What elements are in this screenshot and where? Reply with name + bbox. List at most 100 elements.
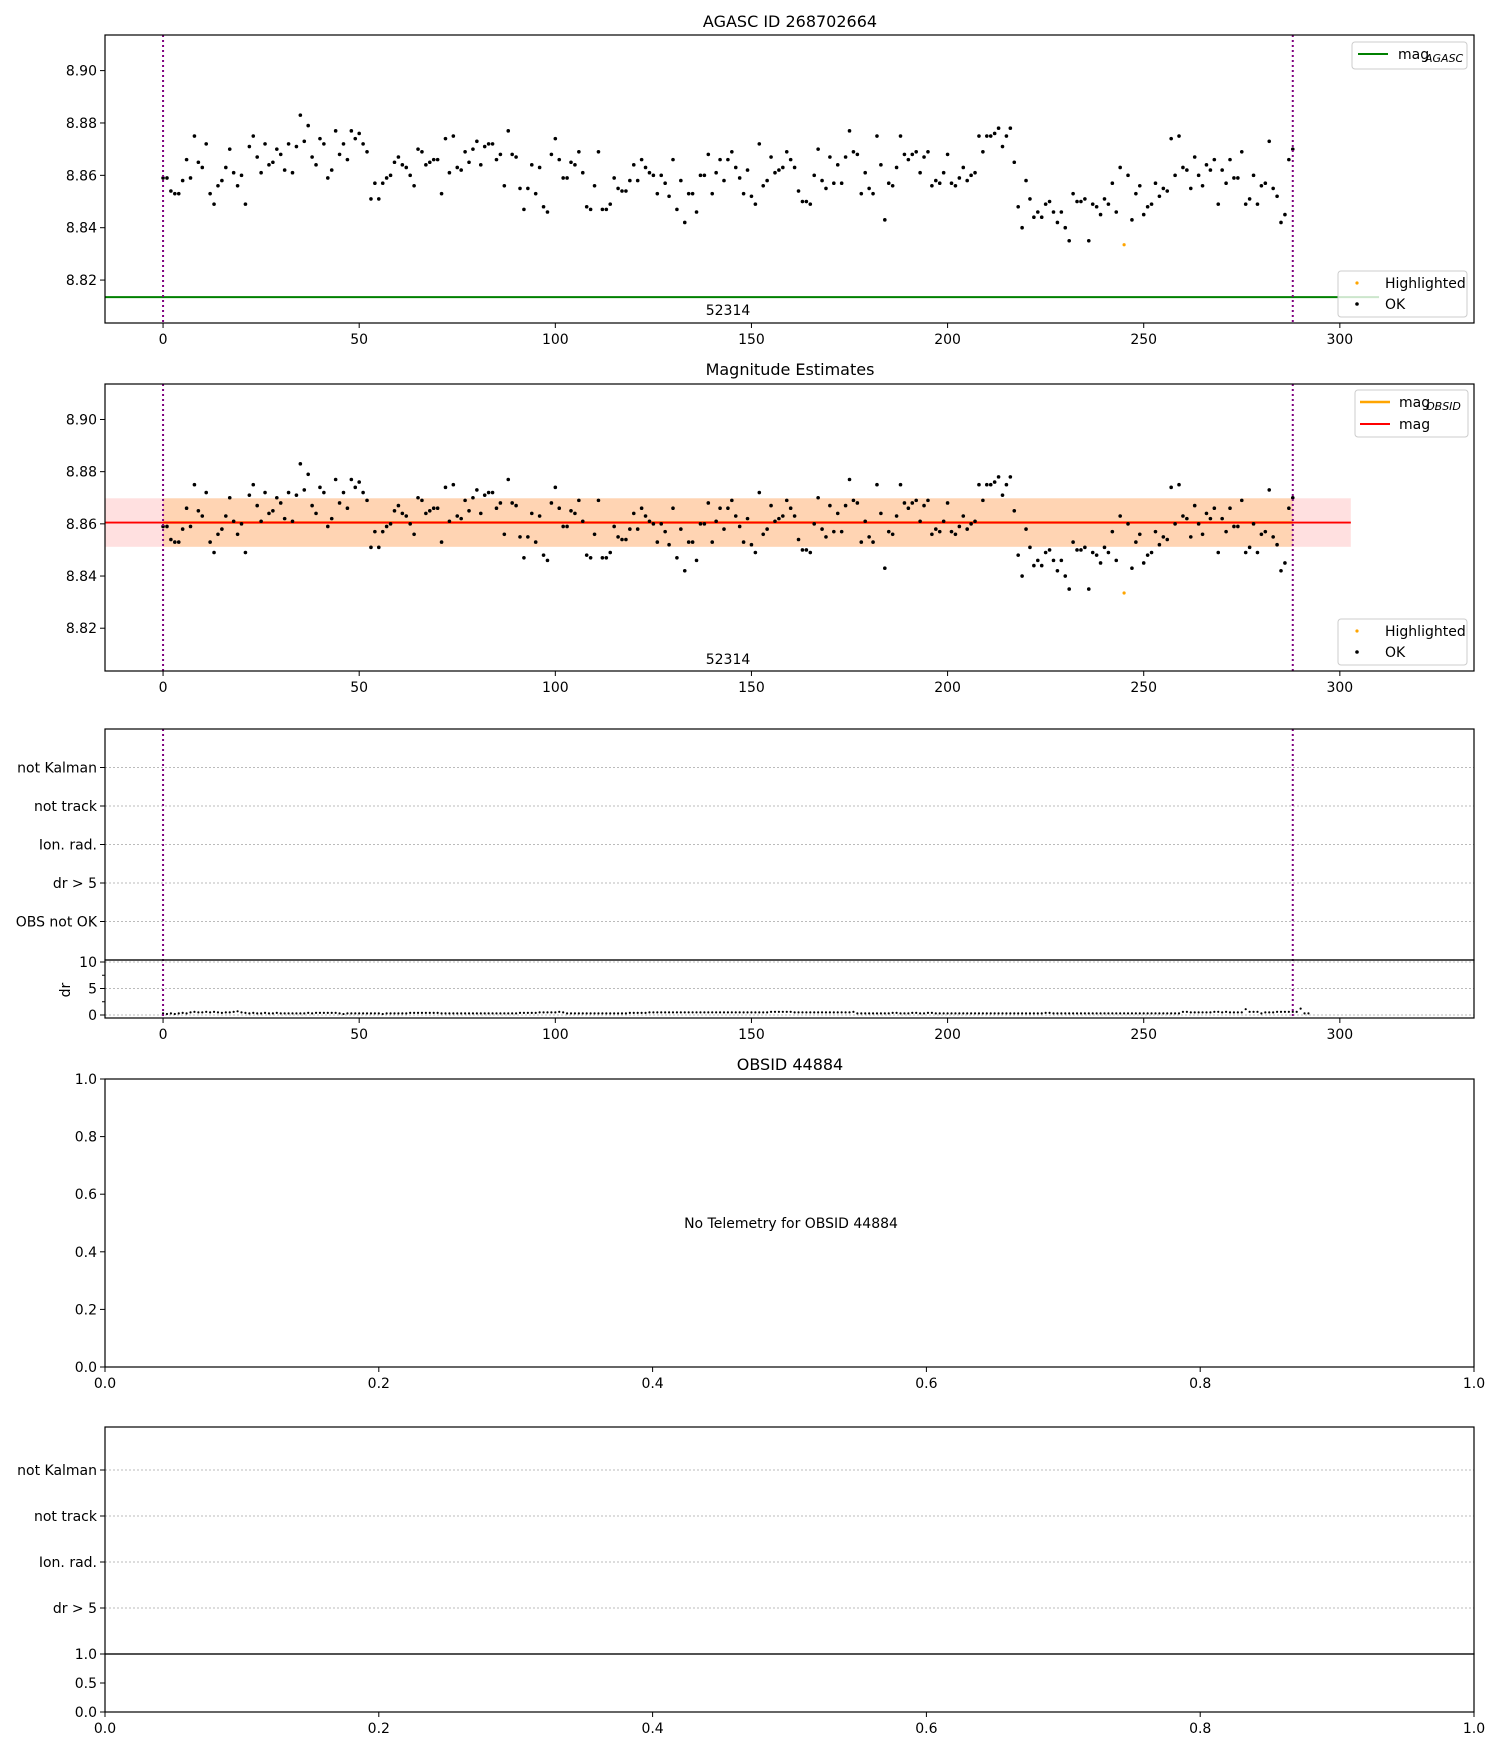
ok-point <box>200 165 205 170</box>
legend-ok-label: OK <box>1385 645 1406 661</box>
dr-point <box>871 1012 875 1015</box>
ok-point <box>455 165 460 170</box>
y-tick-label: 8.82 <box>66 621 97 637</box>
x-tick-label: 0.8 <box>1189 1721 1211 1737</box>
ok-point <box>1047 548 1052 552</box>
sub-y-tick-label: 0.5 <box>75 1676 97 1692</box>
ok-point <box>294 493 299 497</box>
dr-point <box>401 1012 404 1015</box>
ok-point <box>679 527 683 531</box>
ok-point <box>643 165 648 170</box>
x-tick-label: 0.4 <box>641 1721 663 1737</box>
ok-point <box>1271 535 1275 539</box>
ok-point <box>879 163 883 167</box>
ok-point <box>1177 482 1181 487</box>
ok-point <box>326 524 330 529</box>
dr-point <box>1150 1012 1153 1015</box>
ok-point <box>1165 189 1170 193</box>
ok-point <box>592 184 597 188</box>
dr-point <box>307 1011 310 1014</box>
dr-point <box>373 1012 376 1015</box>
dr-point <box>785 1010 788 1013</box>
ok-point <box>318 136 322 141</box>
ok-point <box>635 178 640 183</box>
ok-point <box>486 142 491 146</box>
x-tick-label: 100 <box>542 332 569 348</box>
dr-point <box>405 1012 408 1015</box>
ok-point <box>741 191 746 196</box>
ok-point <box>777 516 781 521</box>
dr-point <box>338 1012 341 1015</box>
y-tick-label: 0.0 <box>75 1360 97 1376</box>
ok-point <box>631 163 636 167</box>
legend-status-2: Highlighted OK <box>1337 618 1468 666</box>
ok-point <box>1067 587 1071 591</box>
ok-point <box>1043 202 1048 206</box>
dr-point <box>616 1012 620 1015</box>
dr-point <box>1087 1012 1090 1015</box>
ok-point <box>1071 540 1075 544</box>
x-tick-label: 0.2 <box>368 1721 390 1737</box>
ok-point <box>1157 542 1162 547</box>
dr-point <box>581 1012 584 1015</box>
ok-point <box>812 173 817 178</box>
dr-point <box>518 1011 522 1014</box>
dr-point <box>236 1010 239 1013</box>
dr-point <box>1228 1011 1232 1014</box>
ok-point <box>777 168 781 172</box>
ok-point <box>1236 524 1240 529</box>
flag-label: not Kalman <box>17 1463 97 1479</box>
dr-point <box>271 1012 274 1015</box>
ok-point <box>1106 202 1111 206</box>
ok-point <box>173 191 177 196</box>
ok-point <box>404 165 409 170</box>
ok-point <box>863 519 868 524</box>
dr-point <box>479 1012 482 1015</box>
ok-point <box>1243 550 1248 555</box>
ok-point <box>765 527 769 531</box>
y-tick-label: 8.90 <box>66 412 97 428</box>
ok-point <box>573 511 577 516</box>
dr-point <box>1205 1011 1208 1014</box>
ok-point <box>977 482 981 487</box>
ok-point <box>1220 168 1224 172</box>
dr-point <box>938 1012 941 1015</box>
dr-point <box>362 1012 365 1015</box>
ok-point <box>533 191 538 196</box>
ok-point <box>1157 194 1162 199</box>
dr-point <box>722 1011 726 1014</box>
ok-point <box>549 501 554 505</box>
ok-point <box>302 139 307 144</box>
dr-point <box>409 1011 412 1014</box>
ok-point <box>290 519 295 524</box>
dr-point <box>836 1011 839 1014</box>
dr-point <box>875 1012 879 1015</box>
ok-point <box>263 142 267 146</box>
dr-point <box>1166 1012 1169 1015</box>
ok-point <box>1208 516 1213 521</box>
ok-point <box>730 498 734 503</box>
ok-point <box>196 509 201 513</box>
ok-point <box>490 490 495 495</box>
ok-point <box>1020 225 1024 230</box>
dr-point <box>197 1011 200 1014</box>
dr-point <box>797 1011 800 1014</box>
ok-point <box>843 503 848 508</box>
ok-point <box>1036 558 1040 563</box>
ok-point <box>173 540 177 544</box>
dr-point <box>1099 1012 1102 1015</box>
ok-point <box>165 524 169 529</box>
dr-point <box>824 1011 828 1014</box>
dr-point <box>1119 1012 1122 1015</box>
ok-point <box>710 540 715 544</box>
ok-point <box>341 142 346 146</box>
ok-point <box>949 181 954 185</box>
dr-point <box>1260 1012 1263 1015</box>
ok-point <box>216 184 220 188</box>
ok-point <box>749 542 754 547</box>
x-tick-label: 0.6 <box>915 1376 937 1392</box>
ok-point <box>1012 160 1017 165</box>
dr-point <box>734 1011 737 1014</box>
ok-point <box>1181 165 1185 170</box>
x-tick-label: 250 <box>1130 1027 1157 1043</box>
